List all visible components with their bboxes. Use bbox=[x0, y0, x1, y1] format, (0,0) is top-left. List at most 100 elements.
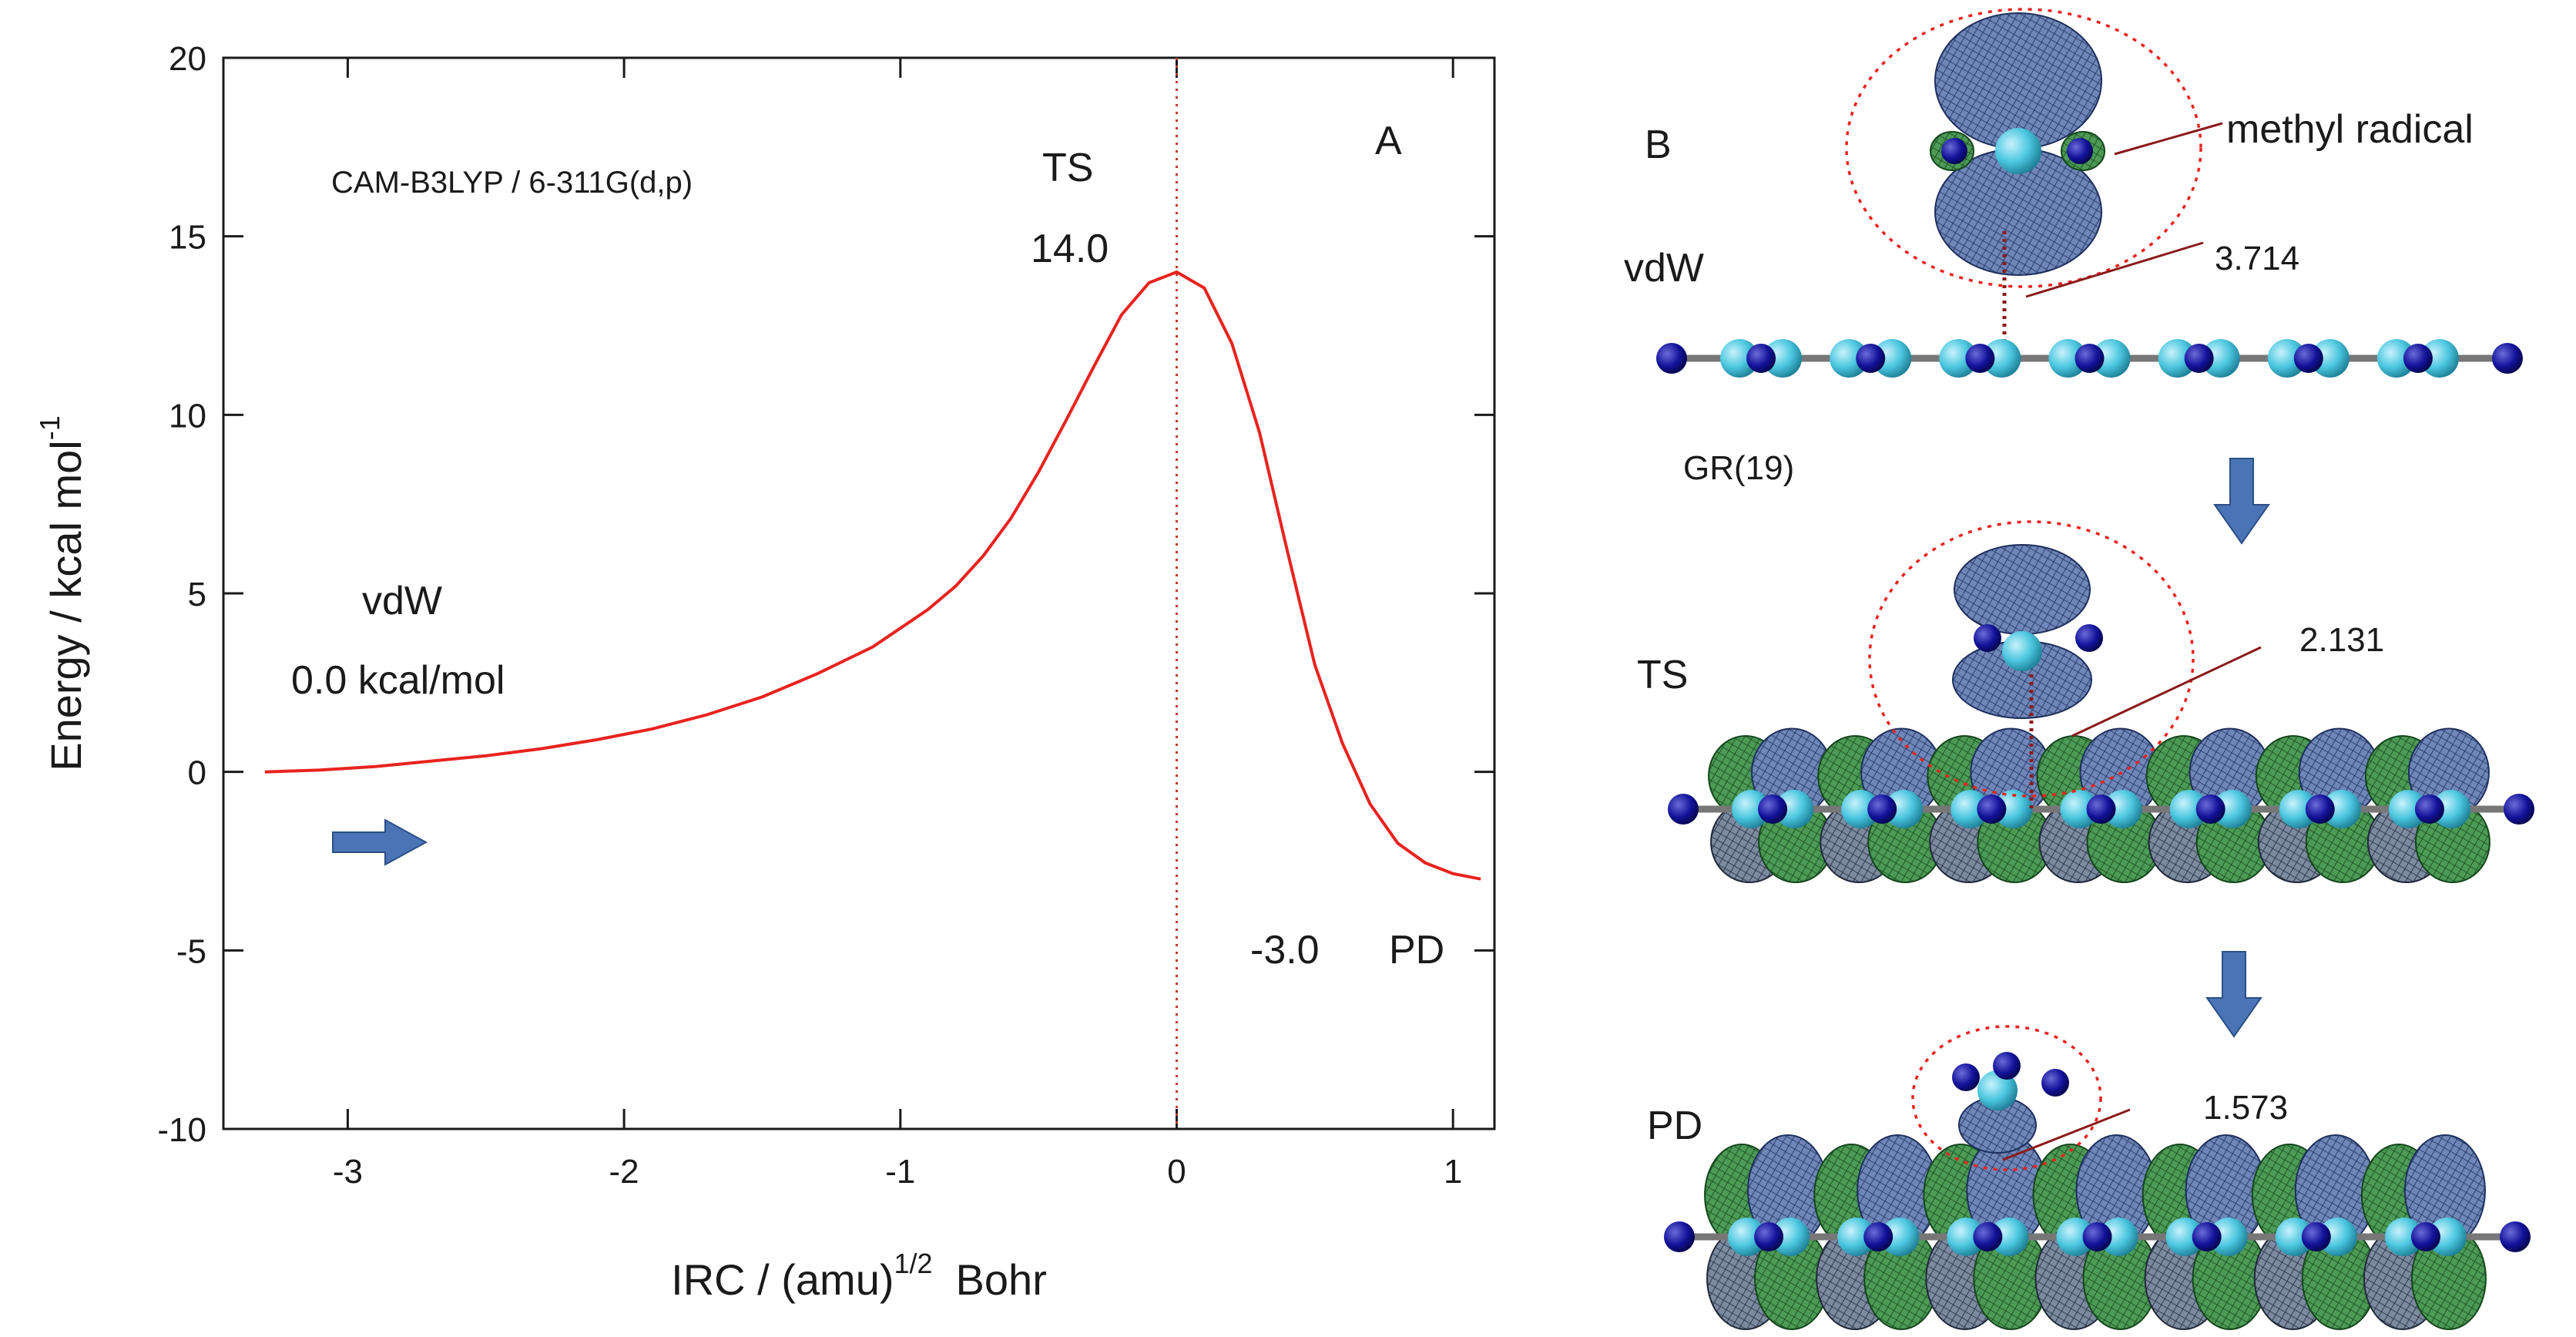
vdw-label: vdW bbox=[362, 579, 442, 623]
hydrogen-atom bbox=[1941, 138, 1967, 164]
pd-state-label: PD bbox=[1647, 1104, 1702, 1148]
ts-state-label: TS bbox=[1637, 653, 1688, 697]
graphene-sheet bbox=[1656, 339, 2523, 378]
y-tick-label: 20 bbox=[169, 40, 206, 78]
ts-distance-label: 2.131 bbox=[2299, 621, 2384, 659]
hydrogen-atom bbox=[2305, 794, 2335, 824]
y-tick-label: -5 bbox=[176, 932, 206, 970]
y-tick-label: 5 bbox=[188, 576, 206, 613]
hydrogen-atom bbox=[2301, 1222, 2331, 1251]
vdw-distance-label: 3.714 bbox=[2215, 240, 2299, 277]
carbon-atom bbox=[2322, 790, 2361, 828]
x-tick-label: -2 bbox=[609, 1153, 639, 1191]
y-axis-label: Energy / kcal mol-1 bbox=[34, 415, 90, 771]
carbon-atom bbox=[2318, 1218, 2357, 1256]
hydrogen-atom bbox=[1993, 1052, 2021, 1080]
leader-line bbox=[2025, 241, 2204, 298]
hydrogen-atom bbox=[2195, 794, 2225, 824]
y-tick-label: 10 bbox=[169, 397, 206, 435]
y-axis-ticks: -10 -5 0 5 10 15 20 bbox=[157, 40, 1494, 1149]
down-arrow-icon bbox=[2205, 951, 2262, 1038]
carbon-atom bbox=[2201, 339, 2240, 378]
panel-a-label: A bbox=[1375, 119, 1402, 163]
carbon-atom bbox=[1884, 790, 1924, 828]
methyl-radical-label: methyl radical bbox=[2226, 107, 2474, 152]
hydrogen-atom bbox=[1973, 1222, 2003, 1251]
carbon-atom bbox=[2388, 790, 2427, 828]
carbon-atom bbox=[1841, 790, 1880, 828]
leader-line bbox=[2002, 1108, 2131, 1161]
hydrogen-atom bbox=[1664, 1221, 1695, 1252]
vdw-structure: vdW 3.714 bbox=[1624, 8, 2523, 378]
hydrogen-atom bbox=[2500, 1221, 2531, 1252]
carbon-atom bbox=[2165, 1218, 2205, 1256]
reaction-site-highlight bbox=[1911, 1025, 2102, 1171]
carbon-atom bbox=[1982, 339, 2021, 378]
carbon-atom bbox=[2384, 1218, 2423, 1256]
carbon-atom bbox=[2209, 1218, 2248, 1256]
hydrogen-atom bbox=[2414, 794, 2444, 824]
hydrogen-atom bbox=[2504, 794, 2534, 825]
carbon-atom bbox=[2376, 339, 2416, 378]
x-axis-ticks: -3 -2 -1 0 1 bbox=[333, 58, 1462, 1191]
carbon-atom bbox=[1775, 790, 1814, 828]
hydrogen-atom bbox=[1965, 344, 1995, 373]
hydrogen-atom bbox=[2075, 344, 2105, 373]
carbon-atom bbox=[1837, 1218, 1877, 1256]
hydrogen-atom bbox=[2192, 1222, 2222, 1251]
hydrogen-atom bbox=[2403, 344, 2433, 373]
carbon-atom bbox=[1880, 1218, 1920, 1256]
carbon-atom bbox=[1771, 1218, 1810, 1256]
y-tick-label: 15 bbox=[169, 219, 206, 257]
energy-curve-series bbox=[264, 270, 1481, 881]
carbon-atom bbox=[2056, 1218, 2095, 1256]
leader-line bbox=[2114, 122, 2223, 156]
carbon-atom bbox=[2431, 790, 2470, 828]
hydrogen-atom bbox=[1758, 794, 1788, 824]
carbon-atom bbox=[1950, 790, 1990, 828]
x-tick-label: 0 bbox=[1167, 1153, 1186, 1191]
pd-distance-label: 1.573 bbox=[2203, 1089, 2288, 1127]
hydrogen-atom bbox=[1856, 344, 1886, 373]
pd-structure: PD 1.573 bbox=[1647, 1025, 2531, 1330]
hydrogen-atom bbox=[2184, 344, 2214, 373]
carbon-atom bbox=[2279, 790, 2318, 828]
pd-label: PD bbox=[1389, 928, 1444, 973]
carbon-atom bbox=[1732, 790, 1771, 828]
carbon-atom bbox=[2310, 339, 2350, 378]
hydrogen-atom bbox=[2410, 1222, 2440, 1251]
carbon-atom bbox=[2267, 339, 2306, 378]
carbon-atom bbox=[2103, 790, 2142, 828]
carbon-atom bbox=[1720, 339, 1759, 378]
carbon-atom bbox=[2420, 339, 2459, 378]
carbon-atom bbox=[1995, 128, 2041, 174]
hydrogen-atom bbox=[2082, 1222, 2112, 1251]
vdw-state-label: vdW bbox=[1624, 246, 1704, 291]
carbon-atom bbox=[1728, 1218, 1767, 1256]
hydrogen-atom bbox=[2075, 624, 2103, 652]
hydrogen-atom bbox=[2041, 1069, 2069, 1097]
method-label: CAM-B3LYP / 6-311G(d,p) bbox=[331, 166, 693, 200]
x-tick-label: -3 bbox=[333, 1153, 363, 1191]
panel-b-label: B bbox=[1645, 123, 1672, 167]
carbon-atom bbox=[1939, 339, 1978, 378]
reaction-site-highlight bbox=[1868, 520, 2195, 798]
hydrogen-atom bbox=[1977, 794, 2007, 824]
hydrogen-atom bbox=[1974, 624, 2001, 652]
carbon-atom bbox=[2212, 790, 2252, 828]
methyl-radical-highlight bbox=[1845, 8, 2202, 288]
leader-line bbox=[2071, 646, 2262, 737]
carbon-atom bbox=[2091, 339, 2131, 378]
carbon-atom bbox=[1763, 339, 1803, 378]
graphene-sheet bbox=[1668, 727, 2534, 883]
x-axis-label: IRC / (amu)1/2 Bohr bbox=[671, 1248, 1047, 1304]
hydrogen-atom bbox=[1746, 344, 1776, 373]
hydrogen-atom bbox=[2067, 138, 2093, 164]
y-tick-label: -10 bbox=[157, 1111, 206, 1149]
hydrogen-atom bbox=[1668, 794, 1699, 825]
hydrogen-atom bbox=[1656, 343, 1687, 374]
y-tick-label: 0 bbox=[188, 754, 206, 792]
carbon-atom bbox=[1990, 1218, 2029, 1256]
carbon-atom bbox=[1977, 1070, 2018, 1110]
graphene-sheet bbox=[1664, 1134, 2531, 1330]
